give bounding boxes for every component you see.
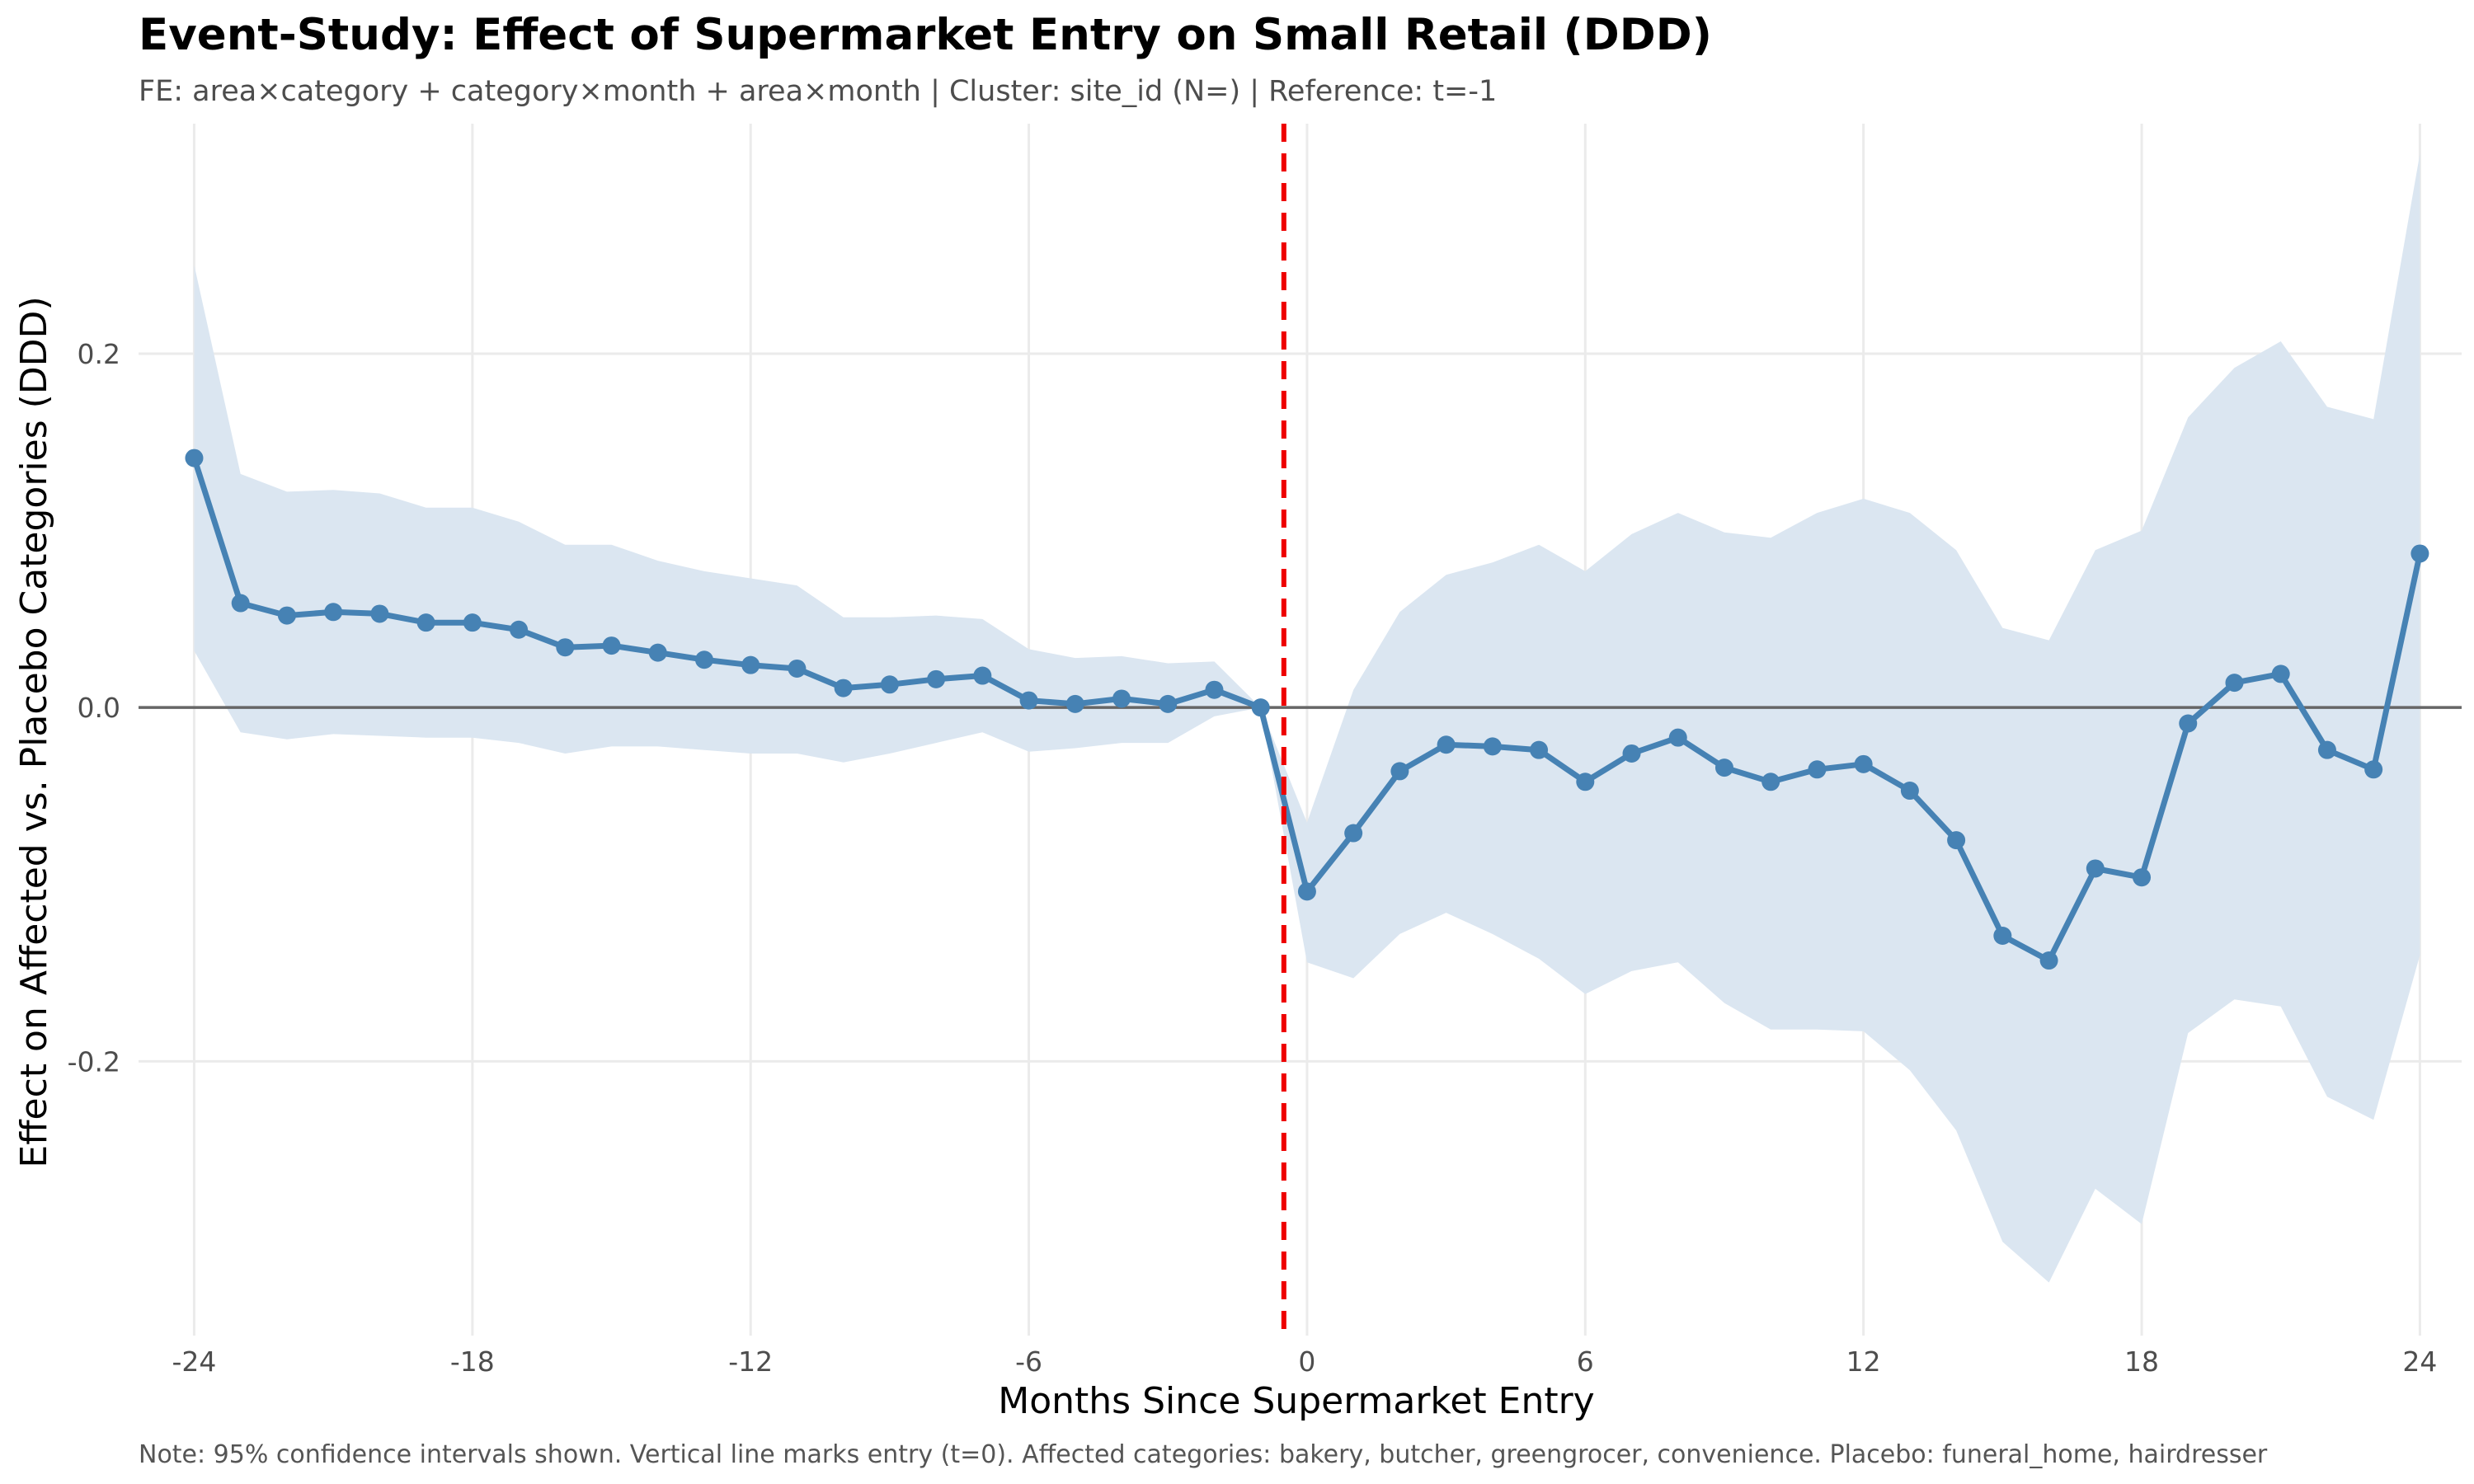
x-axis-ticks: -24 -18 -12 -6 0 6 12 18 24 bbox=[172, 1345, 2438, 1378]
estimate-point bbox=[2039, 951, 2058, 970]
x-tick-label: 18 bbox=[2124, 1345, 2159, 1378]
chart-title: Event-Study: Effect of Supermarket Entry… bbox=[139, 10, 1712, 60]
estimate-point bbox=[741, 655, 760, 674]
estimate-point bbox=[1761, 773, 1780, 791]
x-tick-label: -6 bbox=[1015, 1345, 1042, 1378]
estimate-point bbox=[556, 638, 575, 657]
estimate-point bbox=[880, 675, 899, 694]
estimate-point bbox=[2086, 859, 2105, 878]
estimate-point bbox=[1483, 737, 1502, 756]
estimate-point bbox=[463, 613, 482, 632]
estimate-point bbox=[834, 679, 853, 697]
x-tick-label: 12 bbox=[1846, 1345, 1881, 1378]
estimate-point bbox=[602, 636, 621, 655]
estimate-point bbox=[1854, 754, 1873, 773]
estimate-point bbox=[1714, 758, 1733, 777]
estimate-point bbox=[185, 448, 204, 467]
estimate-point bbox=[324, 603, 343, 622]
estimate-point bbox=[1112, 689, 1131, 708]
estimate-point bbox=[2364, 760, 2383, 779]
estimate-point bbox=[1390, 762, 1409, 781]
x-tick-label: -12 bbox=[728, 1345, 773, 1378]
y-axis-title: Effect on Affected vs. Placebo Categorie… bbox=[13, 296, 55, 1167]
estimate-point bbox=[694, 650, 713, 669]
estimate-point bbox=[2411, 544, 2429, 563]
estimate-point bbox=[370, 604, 389, 623]
estimate-point bbox=[277, 606, 296, 625]
estimate-point bbox=[1900, 782, 1919, 801]
estimate-point bbox=[510, 620, 529, 639]
estimate-points bbox=[185, 448, 2429, 970]
estimate-point bbox=[1668, 728, 1687, 747]
x-tick-label: 24 bbox=[2402, 1345, 2437, 1378]
estimate-point bbox=[1297, 882, 1316, 901]
y-tick-label: -0.2 bbox=[68, 1045, 120, 1078]
estimate-point bbox=[1065, 694, 1084, 713]
estimate-point bbox=[648, 643, 667, 662]
estimate-point bbox=[1251, 698, 1270, 717]
chart-subtitle: FE: area×category + category×month + are… bbox=[139, 75, 1497, 108]
y-axis-ticks: -0.2 0.0 0.2 bbox=[68, 338, 120, 1078]
estimate-point bbox=[416, 613, 435, 632]
x-tick-label: 6 bbox=[1577, 1345, 1594, 1378]
estimate-point bbox=[2133, 868, 2152, 887]
estimate-point bbox=[1947, 831, 1966, 850]
estimate-point bbox=[2179, 714, 2198, 733]
estimate-point bbox=[1576, 773, 1595, 791]
confidence-band-group bbox=[194, 153, 2420, 1283]
x-tick-label: -24 bbox=[172, 1345, 217, 1378]
x-axis-title: Months Since Supermarket Entry bbox=[998, 1380, 1594, 1422]
x-tick-label: 0 bbox=[1298, 1345, 1315, 1378]
y-tick-label: 0.2 bbox=[78, 338, 120, 370]
x-tick-label: -18 bbox=[450, 1345, 495, 1378]
estimate-point bbox=[2317, 740, 2336, 759]
estimate-point bbox=[1530, 740, 1549, 759]
estimate-point bbox=[1159, 694, 1178, 713]
estimate-point bbox=[1019, 691, 1038, 710]
estimate-point bbox=[927, 669, 946, 688]
estimate-point bbox=[1437, 735, 1456, 754]
estimate-point bbox=[2271, 665, 2290, 683]
confidence-band bbox=[194, 153, 2420, 1283]
estimate-point bbox=[788, 659, 807, 678]
estimate-point bbox=[1205, 680, 1224, 699]
estimate-point bbox=[1344, 824, 1363, 843]
estimate-point bbox=[1993, 927, 2012, 946]
chart-caption: Note: 95% confidence intervals shown. Ve… bbox=[139, 1440, 2268, 1469]
estimate-point bbox=[1808, 760, 1827, 779]
y-tick-label: 0.0 bbox=[78, 692, 120, 724]
estimate-point bbox=[231, 594, 250, 613]
estimate-point bbox=[2225, 674, 2244, 693]
estimate-point bbox=[1622, 744, 1641, 763]
estimate-point bbox=[973, 666, 992, 685]
